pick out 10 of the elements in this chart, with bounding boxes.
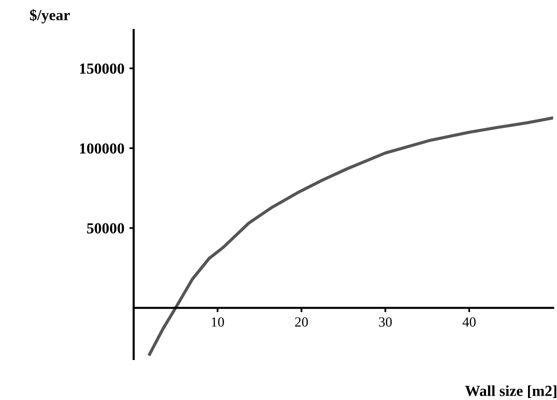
y-axis-title: $/year <box>30 9 70 24</box>
y-tick-label: 100000 <box>80 143 124 154</box>
x-tick-label: 40 <box>462 317 476 327</box>
x-tick-label: 30 <box>379 317 392 327</box>
y-tick-label: 150000 <box>80 63 124 74</box>
x-axis-title: Wall size [m2] <box>465 385 556 398</box>
x-tick-label: 10 <box>212 317 224 327</box>
x-tick-label: 20 <box>295 317 308 327</box>
y-tick-label: 50000 <box>87 223 124 234</box>
line-series <box>148 116 554 356</box>
